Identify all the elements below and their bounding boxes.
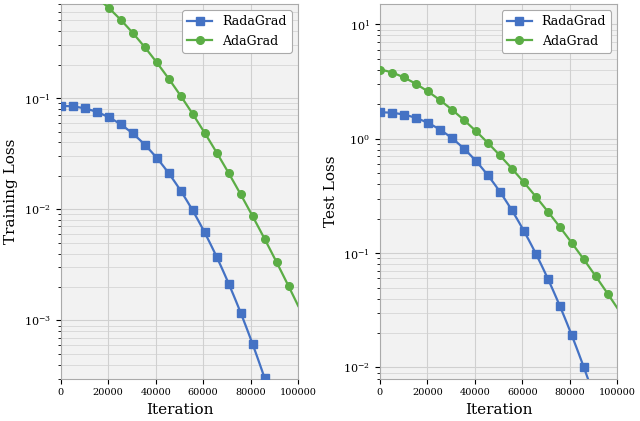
Y-axis label: Test Loss: Test Loss xyxy=(324,156,337,227)
Y-axis label: Training Loss: Training Loss xyxy=(4,139,18,244)
Legend: RadaGrad, AdaGrad: RadaGrad, AdaGrad xyxy=(502,11,611,53)
Legend: RadaGrad, AdaGrad: RadaGrad, AdaGrad xyxy=(182,11,292,53)
X-axis label: Iteration: Iteration xyxy=(465,403,532,417)
X-axis label: Iteration: Iteration xyxy=(146,403,213,417)
